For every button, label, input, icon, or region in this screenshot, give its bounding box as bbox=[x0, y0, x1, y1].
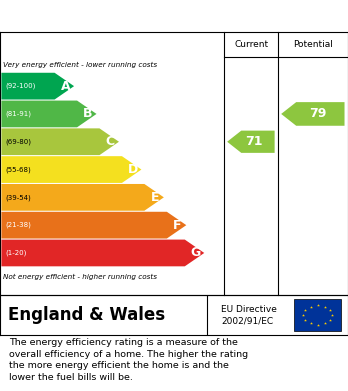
Text: The energy efficiency rating is a measure of the
overall efficiency of a home. T: The energy efficiency rating is a measur… bbox=[9, 338, 248, 382]
Text: 79: 79 bbox=[309, 108, 327, 120]
Polygon shape bbox=[1, 128, 119, 155]
Text: (92-100): (92-100) bbox=[6, 83, 36, 90]
Text: (39-54): (39-54) bbox=[6, 194, 31, 201]
Text: 2002/91/EC: 2002/91/EC bbox=[221, 316, 273, 325]
Text: (81-91): (81-91) bbox=[6, 111, 32, 117]
Text: D: D bbox=[127, 163, 138, 176]
Polygon shape bbox=[1, 73, 74, 100]
Text: England & Wales: England & Wales bbox=[8, 306, 165, 324]
Text: 71: 71 bbox=[246, 135, 263, 148]
Text: EU Directive: EU Directive bbox=[221, 305, 277, 314]
Polygon shape bbox=[1, 240, 204, 266]
Text: (69-80): (69-80) bbox=[6, 138, 32, 145]
Polygon shape bbox=[227, 131, 275, 153]
Text: (21-38): (21-38) bbox=[6, 222, 31, 228]
Text: C: C bbox=[106, 135, 115, 148]
Text: Not energy efficient - higher running costs: Not energy efficient - higher running co… bbox=[3, 274, 158, 280]
Text: G: G bbox=[190, 246, 201, 260]
Text: (1-20): (1-20) bbox=[6, 250, 27, 256]
Text: E: E bbox=[151, 191, 159, 204]
Text: Energy Efficiency Rating: Energy Efficiency Rating bbox=[9, 9, 219, 23]
Polygon shape bbox=[1, 156, 141, 183]
Text: A: A bbox=[61, 80, 70, 93]
Text: Potential: Potential bbox=[293, 40, 333, 49]
Polygon shape bbox=[1, 184, 164, 211]
Text: (55-68): (55-68) bbox=[6, 166, 31, 173]
Text: Very energy efficient - lower running costs: Very energy efficient - lower running co… bbox=[3, 62, 158, 68]
Text: B: B bbox=[83, 108, 93, 120]
Text: Current: Current bbox=[234, 40, 269, 49]
FancyBboxPatch shape bbox=[294, 299, 341, 331]
Polygon shape bbox=[1, 100, 96, 127]
Text: F: F bbox=[173, 219, 182, 231]
Polygon shape bbox=[281, 102, 345, 126]
Polygon shape bbox=[1, 212, 186, 239]
